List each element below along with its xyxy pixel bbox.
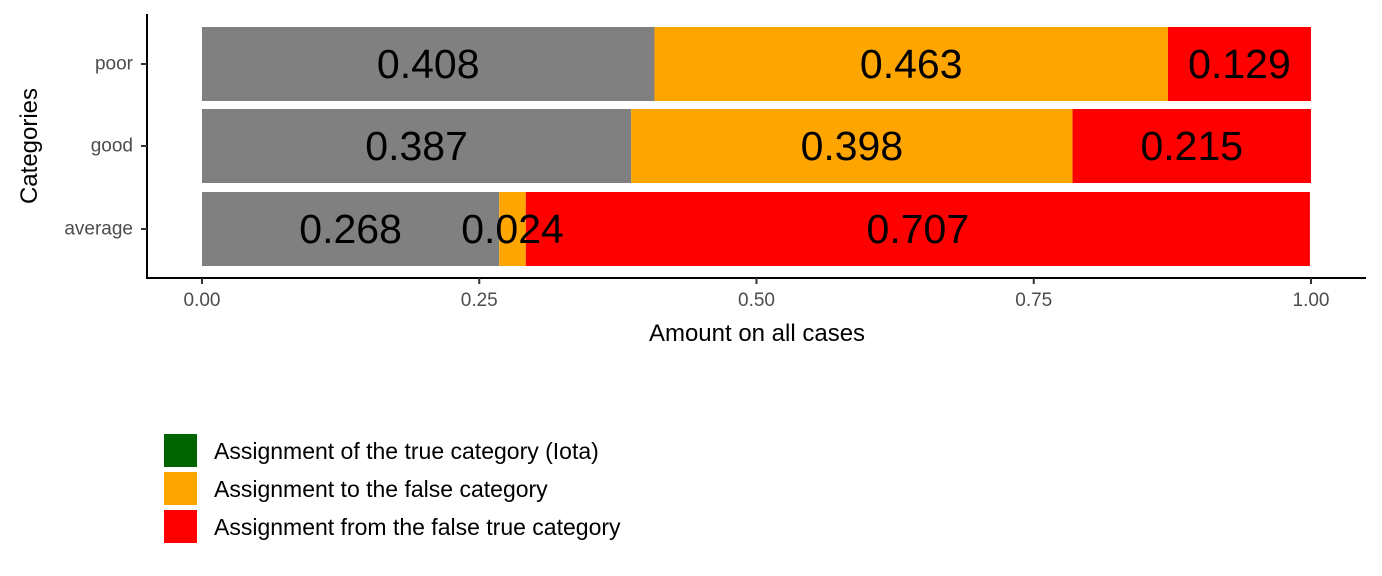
data-label-poor-series-1: 0.408 (377, 41, 480, 87)
data-label-good-series-1: 0.387 (365, 123, 468, 169)
legend-swatch-2 (164, 472, 197, 505)
legend-swatch-1 (164, 434, 197, 467)
x-tick-label-2: 0.50 (738, 290, 775, 311)
bar-good-series-1 (202, 109, 632, 183)
data-label-good-series-3: 0.215 (1140, 123, 1243, 169)
data-label-good-series-2: 0.398 (801, 123, 904, 169)
bar-average-series-2 (499, 192, 526, 266)
y-tick-label-average: average (64, 219, 133, 240)
legend-swatch-3 (164, 510, 197, 543)
bar-poor-series-3 (1167, 27, 1311, 101)
y-tick-label-good: good (91, 136, 133, 157)
legend-label-1: Assignment of the true category (Iota) (214, 438, 599, 464)
x-tick-label-1: 0.25 (461, 290, 498, 311)
bar-average-series-1 (202, 192, 500, 266)
legend: Assignment of the true category (Iota) As… (164, 434, 621, 543)
bar-average-series-3 (525, 192, 1310, 266)
x-tick-label-4: 1.00 (1293, 290, 1330, 311)
bar-poor-series-1 (202, 27, 655, 101)
y-tick-label-poor: poor (95, 54, 134, 75)
legend-label-3: Assignment from the false true category (214, 514, 621, 540)
legend-label-2: Assignment to the false category (214, 476, 548, 502)
x-axis-title: Amount on all cases (649, 320, 865, 347)
data-label-average-series-2: 0.024 (461, 206, 564, 252)
x-tick-label-0: 0.00 (184, 290, 221, 311)
y-axis-title: Categories (16, 88, 43, 204)
data-label-poor-series-3: 0.129 (1188, 41, 1291, 87)
y-ticks-layer: average good poor (64, 54, 147, 240)
data-label-average-series-1: 0.268 (299, 206, 402, 252)
bar-good-series-2 (631, 109, 1073, 183)
data-labels-layer: 0.268 0.024 0.707 0.387 0.398 0.215 0.408 0.463… (299, 41, 1290, 252)
data-label-poor-series-2: 0.463 (860, 41, 963, 87)
bar-good-series-3 (1072, 109, 1311, 183)
x-tick-label-3: 0.75 (1015, 290, 1052, 311)
bar-poor-series-2 (654, 27, 1168, 101)
bars-layer (202, 27, 1311, 266)
x-ticks-layer: 0.00 0.25 0.50 0.75 1.00 (184, 278, 1330, 311)
data-label-average-series-3: 0.707 (867, 206, 970, 252)
